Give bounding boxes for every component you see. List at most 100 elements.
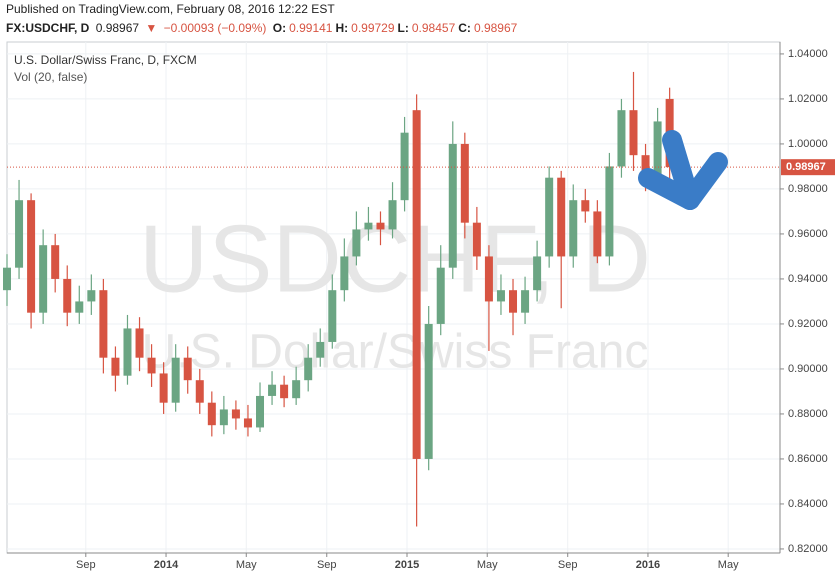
y-tick-label: 0.94000: [788, 273, 828, 285]
ohlc-key: L:: [397, 21, 409, 35]
candle-body: [183, 357, 192, 381]
candle-body: [268, 384, 277, 396]
candle-body: [63, 278, 72, 313]
ohlc-value: 0.98457: [411, 21, 456, 35]
candle-body: [376, 222, 385, 230]
legend-title: U.S. Dollar/Swiss Franc, D, FXCM: [14, 53, 197, 67]
y-tick-label: 1.02000: [788, 93, 828, 105]
candle-body: [460, 143, 469, 223]
published-note: Published on TradingView.com, February 0…: [6, 2, 335, 16]
candle-body: [159, 373, 168, 403]
candle-body: [629, 110, 638, 156]
arrow-shape: [638, 168, 700, 210]
x-tick-label: Sep: [76, 559, 96, 571]
candle-body: [496, 290, 505, 302]
candle-body: [27, 200, 36, 313]
ohlc-value: 0.99141: [289, 21, 333, 35]
watermark-subtitle: U.S. Dollar/Swiss Franc: [142, 326, 649, 379]
candle-body: [364, 222, 373, 230]
last-price-label: 0.98967: [786, 161, 826, 173]
ohlc-key: O:: [272, 21, 287, 35]
candle-body: [243, 418, 252, 428]
candle-body: [340, 256, 349, 291]
y-tick-label: 0.98000: [788, 183, 828, 195]
candle-body: [617, 110, 626, 167]
candle-body: [484, 256, 493, 302]
symbol: FX:USDCHF, D: [6, 21, 90, 35]
y-tick-label: 0.88000: [788, 408, 828, 420]
candle-body: [99, 290, 108, 358]
candle-body: [581, 200, 590, 212]
candle-body: [135, 328, 144, 358]
candle-body: [3, 267, 11, 291]
ohlc-value: 0.98967: [473, 21, 518, 35]
candle-body: [111, 357, 120, 376]
symbol-bar: FX:USDCHF, D 0.98967 ▼ −0.00093 (−0.09%)…: [6, 21, 523, 35]
candle-body: [533, 256, 542, 291]
x-tick-label: Sep: [317, 559, 337, 571]
candle-body: [123, 328, 132, 376]
ohlc-value: 0.99729: [351, 21, 395, 35]
ohlc-key: H:: [335, 21, 349, 35]
candle-body: [328, 290, 337, 342]
y-tick-label: 1.00000: [788, 138, 828, 150]
candle-body: [605, 166, 614, 257]
candle-body: [171, 357, 180, 403]
y-tick-label: 1.04000: [788, 48, 828, 60]
ohlc-key: C:: [458, 21, 471, 35]
candle-body: [231, 409, 240, 419]
candle-body: [509, 290, 518, 313]
candle-body: [412, 110, 421, 459]
candle-body: [521, 290, 530, 313]
annotation-arrow: [638, 130, 728, 210]
x-tick-label: May: [236, 559, 257, 571]
x-tick-label: Sep: [558, 559, 578, 571]
candle-body: [207, 402, 216, 426]
y-tick-label: 0.92000: [788, 318, 828, 330]
y-tick-label: 0.84000: [788, 498, 828, 510]
candle-body: [15, 200, 24, 268]
last: 0.98967: [95, 21, 140, 35]
y-tick-label: 0.82000: [788, 543, 828, 555]
x-tick-label: May: [477, 559, 498, 571]
candle-body: [424, 323, 433, 459]
x-tick-label: 2015: [395, 559, 419, 571]
candle-body: [256, 395, 265, 428]
candle-body: [472, 222, 481, 257]
candle-body: [593, 211, 602, 257]
candle-body: [316, 341, 325, 358]
x-tick-label: May: [718, 559, 739, 571]
candle-body: [569, 200, 578, 257]
candle-body: [87, 290, 96, 302]
last-price-box: [781, 159, 835, 176]
change: −0.00093 (−0.09%): [163, 21, 267, 35]
x-tick-label: 2016: [636, 559, 660, 571]
candle-body: [545, 177, 554, 257]
candle-body: [436, 267, 445, 324]
candle-body: [448, 143, 457, 268]
plot-frame: [6, 41, 781, 554]
candle-body: [388, 200, 397, 230]
ohlc: O: 0.99141 H: 0.99729 L: 0.98457 C: 0.98967: [273, 21, 521, 35]
candle-body: [400, 132, 409, 201]
candle-body: [219, 409, 228, 426]
candle-body: [292, 380, 301, 399]
candle-body: [75, 301, 84, 313]
y-tick-label: 0.90000: [788, 363, 828, 375]
candle-body: [280, 384, 289, 399]
x-tick-label: 2014: [154, 559, 179, 571]
candle-body: [304, 357, 313, 381]
arrow: ▼: [145, 21, 158, 35]
y-tick-label: 0.96000: [788, 228, 828, 240]
candle-body: [195, 380, 204, 403]
candle-body: [641, 155, 650, 178]
y-tick-label: 0.86000: [788, 453, 828, 465]
candle-body: [352, 229, 361, 257]
candle-body: [653, 121, 662, 178]
candle-body: [51, 245, 60, 279]
candle-body: [39, 245, 48, 313]
candle-body: [557, 177, 566, 257]
indicator-label: Vol (20, false): [14, 70, 87, 84]
